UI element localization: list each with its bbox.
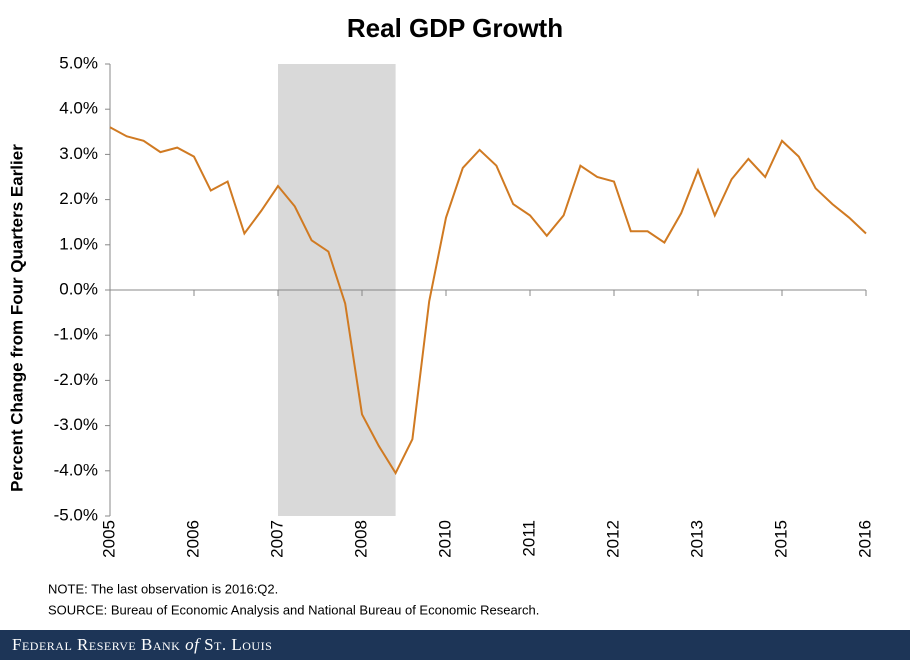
footer: Federal Reserve Bank of St. Louis (12, 635, 272, 654)
footer-city: St. Louis (204, 635, 272, 654)
y-tick-label: -4.0% (54, 460, 98, 479)
footer-of: of (185, 635, 201, 654)
y-tick-label: -3.0% (54, 415, 98, 434)
y-tick-label: 1.0% (59, 234, 98, 253)
x-tick-label: 2012 (603, 520, 622, 558)
x-tick-label: 2013 (687, 520, 706, 558)
y-tick-label: -1.0% (54, 325, 98, 344)
y-tick-label: 4.0% (59, 99, 98, 118)
y-tick-label: -2.0% (54, 370, 98, 389)
x-tick-label: 2007 (267, 520, 286, 558)
x-tick-label: 2016 (855, 520, 874, 558)
chart-title: Real GDP Growth (347, 13, 563, 43)
y-tick-label: 5.0% (59, 53, 98, 72)
y-tick-label: 3.0% (59, 144, 98, 163)
x-tick-label: 2006 (183, 520, 202, 558)
note: NOTE: The last observation is 2016:Q2. (48, 581, 278, 596)
x-tick-label: 2008 (351, 520, 370, 558)
footer-bar (0, 630, 910, 660)
source: SOURCE: Bureau of Economic Analysis and … (48, 602, 539, 617)
x-tick-label: 2010 (435, 520, 454, 558)
x-tick-label: 2005 (99, 520, 118, 558)
footer-bank: Federal Reserve Bank (12, 635, 180, 654)
y-tick-label: 2.0% (59, 189, 98, 208)
y-tick-label: 0.0% (59, 279, 98, 298)
y-axis-label: Percent Change from Four Quarters Earlie… (7, 144, 26, 492)
x-tick-label: 2015 (771, 520, 790, 558)
y-tick-label: -5.0% (54, 505, 98, 524)
x-tick-label: 2011 (519, 520, 538, 557)
line-series (109, 126, 867, 476)
